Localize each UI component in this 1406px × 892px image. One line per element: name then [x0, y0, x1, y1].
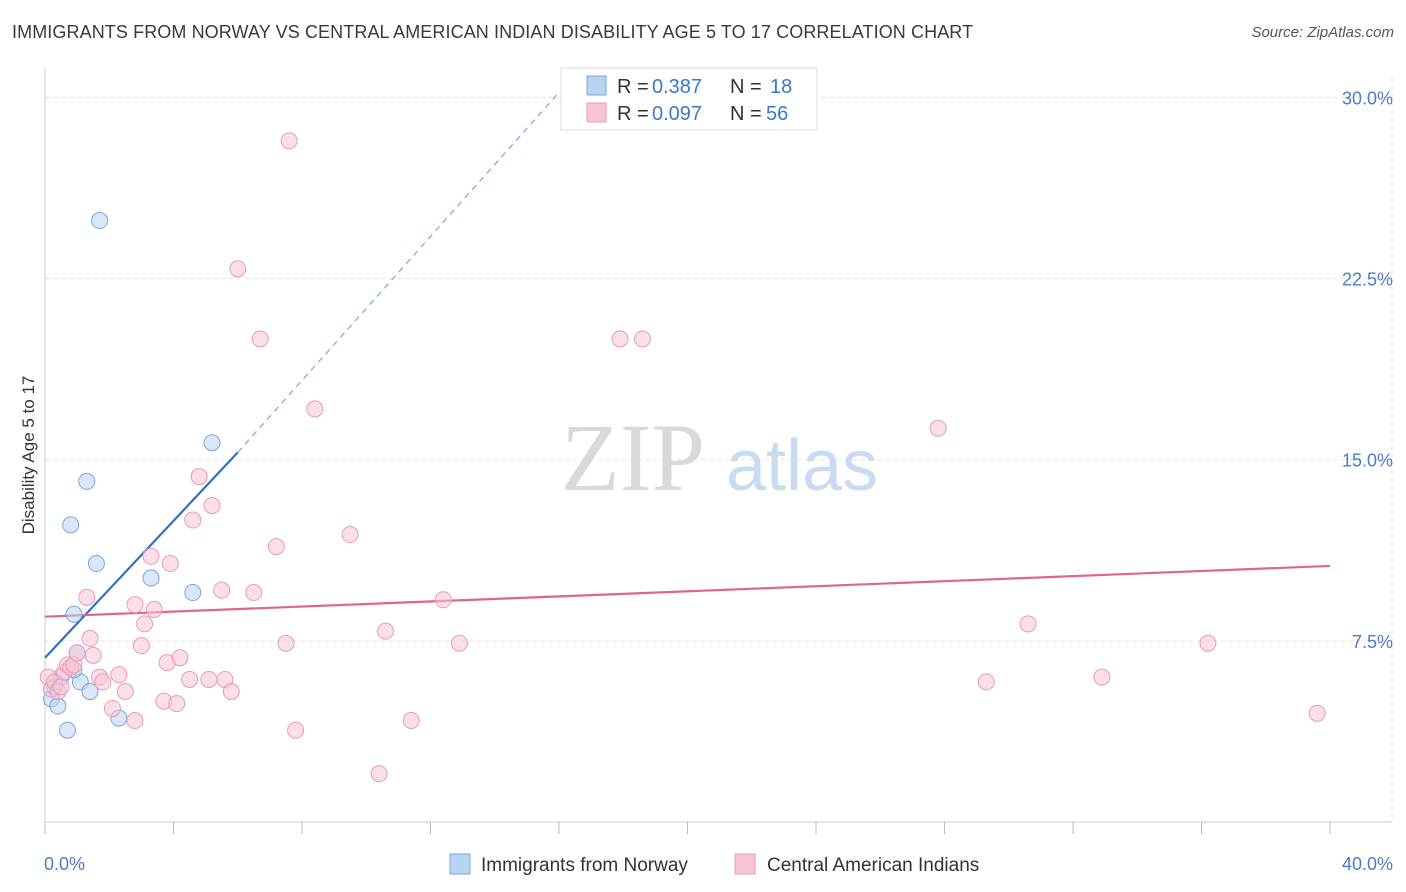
pink-data-point	[341, 526, 359, 544]
legend-swatch-pink	[586, 102, 607, 123]
legend-n-label-blue: N =	[730, 76, 762, 98]
pink-data-point	[190, 468, 208, 486]
pink-data-point	[52, 678, 70, 696]
pink-data-point	[929, 419, 947, 437]
pink-data-point	[68, 644, 86, 662]
legend-n-value-blue: 18	[770, 76, 792, 98]
bottom-legend-label-pink: Central American Indians	[767, 855, 979, 876]
pink-data-point	[136, 615, 154, 633]
pink-data-point	[1093, 668, 1111, 686]
legend-r-value-blue: 0.387	[652, 76, 702, 98]
pink-data-point	[171, 649, 189, 667]
pink-data-point	[280, 132, 298, 150]
pink-data-point	[251, 330, 269, 348]
pink-data-point	[245, 584, 263, 602]
legend-swatch-blue	[586, 75, 607, 96]
y-tick-label: 22.5%	[1342, 269, 1393, 289]
pink-data-point	[1199, 634, 1217, 652]
x-tick-label: 40.0%	[1342, 854, 1393, 874]
blue-data-point	[87, 555, 105, 573]
pink-data-point	[184, 511, 202, 529]
pink-data-point	[450, 634, 468, 652]
blue-data-point	[142, 569, 160, 587]
pink-trend-line	[44, 564, 1331, 618]
pink-data-point	[110, 666, 128, 684]
series-legend: Immigrants from Norway Central American …	[449, 853, 979, 876]
pink-data-point	[213, 581, 231, 599]
pink-data-point	[611, 330, 629, 348]
bottom-legend-label-blue: Immigrants from Norway	[481, 855, 688, 876]
pink-data-point	[434, 591, 452, 609]
blue-trend-extension	[237, 92, 560, 453]
blue-data-point	[81, 683, 99, 701]
pink-data-point	[126, 712, 144, 730]
trend-lines	[44, 92, 1331, 659]
blue-data-point	[203, 434, 221, 452]
watermark-atlas: atlas	[726, 426, 878, 506]
bottom-legend-swatch-pink	[734, 853, 756, 875]
pink-data-point	[370, 765, 388, 783]
pink-data-point	[277, 634, 295, 652]
x-tick-label: 0.0%	[44, 854, 85, 874]
correlation-legend: R = 0.387 N = 18 R = 0.097 N = 56	[560, 67, 818, 131]
pink-data-point	[1019, 615, 1037, 633]
legend-n-label-pink: N =	[730, 103, 762, 125]
pink-data-point	[132, 637, 150, 655]
pink-data-point	[267, 538, 285, 556]
y-tick-label: 15.0%	[1342, 451, 1393, 471]
chart-source: Source: ZipAtlas.com	[1251, 24, 1394, 41]
pink-data-point	[81, 629, 99, 647]
pink-data-point	[84, 646, 102, 664]
chart-title: IMMIGRANTS FROM NORWAY VS CENTRAL AMERIC…	[12, 22, 974, 42]
pink-data-point	[126, 596, 144, 614]
pink-data-point	[168, 695, 186, 713]
pink-data-point	[402, 712, 420, 730]
legend-n-value-pink: 56	[766, 103, 788, 125]
y-tick-label: 30.0%	[1342, 88, 1393, 108]
y-tick-label: 7.5%	[1352, 632, 1393, 652]
axes	[44, 68, 1392, 834]
pink-data-point	[634, 330, 652, 348]
pink-data-point	[103, 699, 121, 717]
pink-data-point	[229, 260, 247, 278]
pink-data-point	[200, 670, 218, 688]
blue-data-point	[184, 584, 202, 602]
blue-data-point	[49, 697, 67, 715]
pink-data-point	[222, 683, 240, 701]
grid-lines	[45, 78, 1393, 822]
pink-data-point	[181, 670, 199, 688]
pink-data-point	[145, 600, 163, 618]
blue-data-point	[62, 516, 80, 534]
watermark-zip: ZIP	[561, 404, 705, 511]
pink-data-point	[161, 555, 179, 573]
pink-data-point	[203, 497, 221, 515]
blue-trend-line	[44, 451, 239, 659]
blue-data-point	[91, 212, 109, 230]
pink-data-point	[306, 400, 324, 418]
pink-data-point	[977, 673, 995, 691]
pink-data-point	[94, 673, 112, 691]
pink-data-point	[287, 721, 305, 739]
pink-data-point	[142, 547, 160, 565]
pink-data-point	[116, 683, 134, 701]
blue-data-point	[58, 721, 76, 739]
bottom-legend-swatch-blue	[449, 853, 471, 875]
y-axis-label: Disability Age 5 to 17	[19, 376, 38, 535]
legend-r-label-blue: R =	[617, 76, 649, 98]
blue-data-point	[65, 605, 83, 623]
pink-data-point	[1308, 704, 1326, 722]
legend-r-value-pink: 0.097	[652, 103, 702, 125]
pink-data-point	[377, 622, 395, 640]
tick-labels: 7.5% 15.0% 22.5% 30.0% 0.0% 40.0%	[44, 88, 1393, 874]
legend-r-label-pink: R =	[617, 103, 649, 125]
blue-data-point	[78, 472, 96, 490]
pink-data-point	[78, 588, 96, 606]
data-points	[39, 132, 1326, 783]
